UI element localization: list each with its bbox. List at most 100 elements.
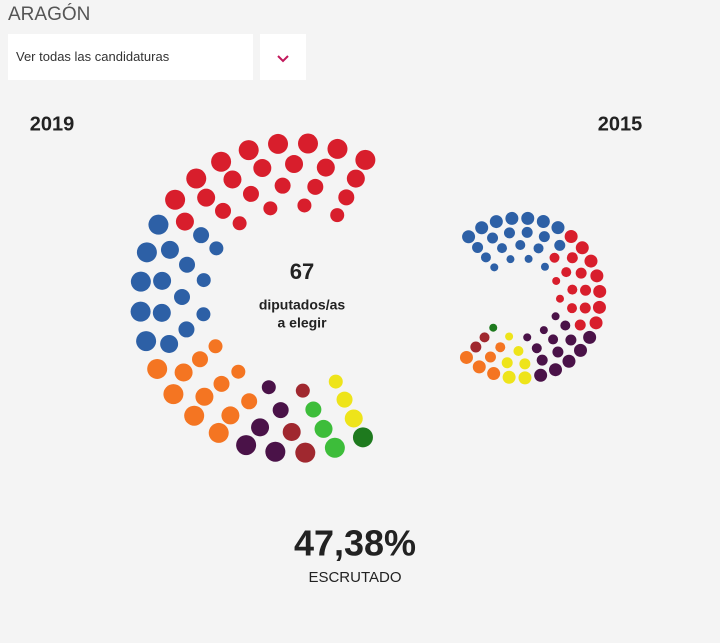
seat-dot	[566, 252, 578, 264]
seat-dot	[480, 252, 491, 263]
party-seats	[282, 383, 316, 463]
seat-dot	[160, 240, 179, 259]
seat-dot	[193, 227, 210, 244]
seat-dot	[136, 331, 157, 352]
seat-dot	[184, 405, 205, 426]
seat-dot	[505, 332, 514, 341]
seat-dot	[213, 375, 230, 392]
seat-dot	[502, 370, 516, 384]
seats-label: a elegir	[277, 315, 327, 331]
party-seats	[352, 427, 373, 448]
seat-dot	[593, 284, 607, 298]
seat-dot	[175, 212, 194, 231]
seat-dot	[538, 231, 550, 243]
seat-dot	[297, 198, 312, 213]
seat-dot	[592, 300, 606, 314]
seat-dot	[295, 383, 310, 398]
seat-dot	[186, 168, 207, 189]
seat-dot	[242, 185, 259, 202]
seat-dot	[497, 243, 508, 254]
seat-dot	[475, 221, 489, 235]
seat-dot	[328, 374, 343, 389]
seat-dot	[352, 427, 373, 448]
seat-dot	[192, 351, 209, 368]
seat-dot	[561, 267, 572, 278]
seat-dot	[253, 159, 272, 178]
seats-label: diputados/as	[259, 297, 346, 313]
seat-dot	[324, 437, 345, 458]
seat-dot	[221, 406, 240, 425]
seat-dot	[565, 334, 577, 346]
seat-dot	[130, 301, 151, 322]
seat-dot	[536, 214, 550, 228]
seat-dot	[305, 401, 322, 418]
seat-dot	[484, 351, 496, 363]
chevron-icon	[277, 55, 289, 63]
seat-dot	[554, 239, 566, 251]
seat-dot	[236, 435, 257, 456]
seat-dot	[505, 211, 519, 225]
seat-dot	[580, 284, 592, 296]
seat-dot	[307, 178, 324, 195]
seat-dot	[330, 208, 345, 223]
party-seats	[305, 401, 345, 458]
seat-dot	[551, 221, 565, 235]
party-seats	[147, 339, 258, 443]
seat-dot	[346, 169, 365, 188]
seat-dot	[163, 384, 184, 405]
seat-dot	[490, 263, 499, 272]
seat-dot	[575, 241, 589, 255]
seat-dot	[540, 262, 549, 271]
scrutiny-label: ESCRUTADO	[308, 569, 401, 586]
seat-dot	[564, 229, 578, 243]
seat-dot	[534, 368, 548, 382]
seat-dot	[589, 316, 603, 330]
seat-dot	[549, 363, 563, 377]
seat-dot	[285, 155, 304, 174]
party-seats	[165, 133, 376, 231]
seat-dot	[479, 332, 490, 343]
seat-dot	[519, 358, 531, 370]
seat-dot	[489, 215, 503, 229]
seat-dot	[489, 323, 498, 332]
seat-dot	[153, 271, 172, 290]
seat-dot	[196, 273, 211, 288]
seat-dot	[174, 289, 191, 306]
seat-dot	[208, 339, 223, 354]
seat-dot	[531, 343, 542, 354]
seat-dot	[314, 419, 333, 438]
seat-dot	[223, 170, 242, 189]
seat-dot	[211, 151, 232, 172]
seat-dot	[573, 343, 587, 357]
party-seats	[462, 211, 566, 272]
seat-dot	[336, 391, 353, 408]
seat-dot	[574, 319, 586, 331]
seat-dot	[533, 243, 544, 254]
seat-dot	[462, 230, 476, 244]
seat-dot	[503, 227, 515, 239]
select-toggle[interactable]	[260, 34, 306, 80]
party-seats	[549, 229, 607, 331]
seat-dot	[261, 380, 276, 395]
seat-dot	[209, 241, 224, 256]
seat-dot	[344, 409, 363, 428]
seat-dot	[268, 133, 289, 154]
seat-dot	[562, 354, 576, 368]
seat-dot	[487, 232, 499, 244]
seat-dot	[355, 149, 376, 170]
seat-dot	[555, 294, 564, 303]
seat-dot	[583, 330, 597, 344]
seat-dot	[160, 334, 179, 353]
seat-dot	[147, 358, 168, 379]
seat-dot	[165, 189, 186, 210]
seat-dot	[231, 364, 246, 379]
candidacy-select[interactable]: Ver todas las candidaturas	[8, 34, 253, 80]
seat-dot	[579, 302, 591, 314]
seat-dot	[251, 418, 270, 437]
seat-dot	[513, 345, 524, 356]
seat-dot	[274, 177, 291, 194]
party-seats	[489, 323, 498, 332]
seat-dot	[567, 303, 578, 314]
